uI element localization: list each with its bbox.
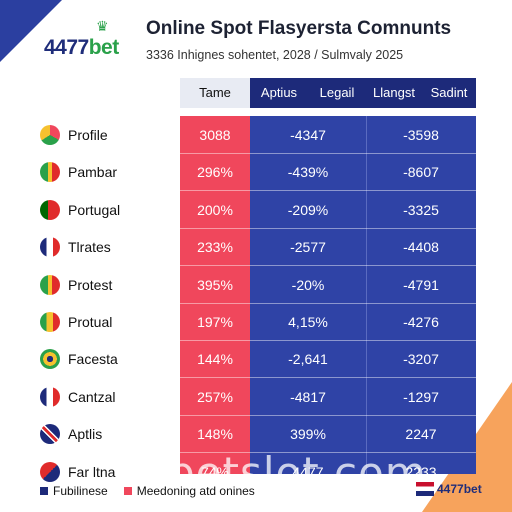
- column-header: Sadint: [422, 78, 476, 108]
- flag-icon-senegal: [40, 312, 60, 332]
- legend-label: Fubilinese: [53, 484, 108, 498]
- table-row-label: Aptlis: [40, 422, 102, 446]
- brand-name-suffix: bet: [88, 36, 120, 59]
- table-cell: 233%: [197, 239, 233, 255]
- table-row-label: Protual: [40, 310, 112, 334]
- legend: Fubilinese Meedoning atd onines: [40, 484, 271, 498]
- table-row-label: Tlrates: [40, 235, 111, 259]
- table-cell: -4276: [403, 314, 439, 330]
- table-cell: 2247: [405, 426, 437, 442]
- table-cell: -20%: [291, 277, 325, 293]
- country-name: Profile: [68, 127, 108, 143]
- flag-icon-brazil: [40, 349, 60, 369]
- table-row-label: Pambar: [40, 160, 117, 184]
- footer-brand-name: 4477bet: [437, 482, 482, 496]
- table-row-label: Portugal: [40, 198, 120, 222]
- row-divider: [180, 340, 476, 341]
- flag-icon-red-green: [40, 162, 60, 182]
- table-cell: 257%: [197, 389, 233, 405]
- flag-icon-mixed: [40, 462, 60, 482]
- row-divider: [180, 228, 476, 229]
- table-cell: 74%: [200, 464, 230, 480]
- country-name: Pambar: [68, 164, 118, 180]
- column-divider: [366, 116, 367, 474]
- column-header: Aptius: [250, 78, 308, 108]
- country-name: Aptlis: [68, 426, 103, 442]
- brand-logo: ♛ 4477bet: [44, 18, 134, 60]
- table-cell: -3325: [403, 202, 439, 218]
- table-cell: 296%: [197, 164, 233, 180]
- table-cell: -8607: [403, 164, 439, 180]
- column-header: Llangst: [366, 78, 422, 108]
- table-cell: -4408: [403, 239, 439, 255]
- table-row-label: Protest: [40, 273, 112, 297]
- legend-item-blue: Fubilinese: [40, 484, 108, 498]
- column-panel-red: [180, 116, 250, 474]
- country-name: Cantzal: [68, 389, 116, 405]
- row-divider: [180, 415, 476, 416]
- table-cell: -1297: [403, 389, 439, 405]
- country-name: Facesta: [68, 351, 118, 367]
- country-name: Far ltna: [68, 464, 116, 480]
- row-divider: [180, 265, 476, 266]
- country-name: Protual: [68, 314, 113, 330]
- brand-name-main: 4477: [44, 36, 89, 59]
- legend-label: Meedoning atd onines: [136, 484, 255, 498]
- table-cell: 144%: [197, 351, 233, 367]
- table-row-label: Facesta: [40, 347, 118, 371]
- legend-item-red: Meedoning atd onines: [123, 484, 255, 498]
- table-cell: 399%: [290, 426, 326, 442]
- table-cell: 2233: [405, 464, 437, 480]
- row-divider: [180, 452, 476, 453]
- table-cell: -2577: [290, 239, 326, 255]
- row-divider: [180, 190, 476, 191]
- table-cell: 148%: [197, 426, 233, 442]
- table-cell: 4477: [292, 464, 324, 480]
- flag-icon-uk: [40, 424, 60, 444]
- flag-icon-portugal: [40, 200, 60, 220]
- table-cell: 197%: [197, 314, 233, 330]
- table-cell: 395%: [197, 277, 233, 293]
- flag-icon-footer: [416, 482, 434, 496]
- page-subtitle: 3336 Inhignes sohentet, 2028 / Sulmvaly …: [146, 48, 404, 62]
- table-cell: -2,641: [288, 351, 328, 367]
- country-name: Protest: [68, 277, 113, 293]
- legend-swatch-blue: [40, 487, 48, 495]
- row-divider: [180, 377, 476, 378]
- table-cell: 4,15%: [288, 314, 328, 330]
- table-row-label: Profile: [40, 123, 108, 147]
- corner-decoration-top-left: [0, 0, 62, 62]
- row-divider: [180, 303, 476, 304]
- table-cell: -4817: [290, 389, 326, 405]
- flag-icon-red-green: [40, 275, 60, 295]
- column-panel-blue: [250, 116, 476, 474]
- table-cell: -3598: [403, 127, 439, 143]
- table-row-label: Cantzal: [40, 385, 115, 409]
- column-header: Legail: [308, 78, 366, 108]
- table-cell: 200%: [197, 202, 233, 218]
- table-cell: 3088: [199, 127, 231, 143]
- table-cell: -439%: [287, 164, 329, 180]
- flag-icon-france: [40, 237, 60, 257]
- country-name: Tlrates: [68, 239, 111, 255]
- column-header: Tame: [180, 78, 250, 108]
- table-row-label: Far ltna: [40, 460, 115, 484]
- table-cell: -209%: [287, 202, 329, 218]
- table-cell: -4347: [290, 127, 326, 143]
- footer-brand: 4477bet: [416, 482, 482, 496]
- table-cell: -3207: [403, 351, 439, 367]
- page-title: Online Spot Flasyersta Comnunts: [146, 18, 452, 39]
- table-cell: -4791: [403, 277, 439, 293]
- legend-swatch-red: [123, 487, 132, 495]
- country-name: Portugal: [68, 202, 121, 218]
- watermark-text: betslot.com: [168, 448, 427, 497]
- crown-icon: ♛: [96, 18, 109, 34]
- flag-icon-multicolor: [40, 125, 60, 145]
- flag-icon-france: [40, 387, 60, 407]
- row-divider: [180, 153, 476, 154]
